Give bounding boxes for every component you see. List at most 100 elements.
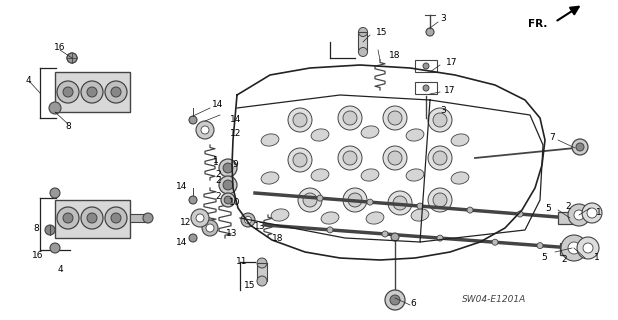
Text: 12: 12 [180, 218, 192, 227]
Ellipse shape [271, 209, 289, 221]
Circle shape [245, 217, 252, 223]
Text: 3: 3 [440, 106, 446, 115]
Circle shape [50, 243, 60, 253]
Ellipse shape [451, 134, 469, 146]
Text: 13: 13 [226, 228, 238, 237]
Circle shape [293, 113, 307, 127]
Text: 1: 1 [594, 253, 600, 262]
Circle shape [87, 213, 97, 223]
Circle shape [317, 195, 323, 201]
Circle shape [517, 211, 523, 217]
Circle shape [383, 106, 407, 130]
Circle shape [393, 196, 407, 210]
Circle shape [45, 225, 55, 235]
Circle shape [388, 111, 402, 125]
Circle shape [587, 208, 597, 218]
Circle shape [81, 207, 103, 229]
Text: 14: 14 [176, 181, 188, 190]
Circle shape [223, 180, 233, 190]
Circle shape [428, 146, 452, 170]
Circle shape [338, 146, 362, 170]
Ellipse shape [261, 172, 279, 184]
Circle shape [568, 204, 590, 226]
Circle shape [433, 113, 447, 127]
Text: 15: 15 [244, 281, 256, 290]
Circle shape [383, 146, 407, 170]
Text: 16: 16 [32, 251, 44, 260]
Circle shape [574, 210, 584, 220]
Text: 2: 2 [565, 202, 571, 211]
Circle shape [189, 196, 197, 204]
Circle shape [257, 258, 267, 268]
Circle shape [257, 276, 267, 286]
Circle shape [49, 102, 61, 114]
Circle shape [358, 28, 368, 36]
Circle shape [437, 235, 443, 241]
Circle shape [105, 81, 127, 103]
Circle shape [467, 207, 473, 213]
Bar [55, 200, 130, 238]
Circle shape [327, 227, 333, 233]
Circle shape [202, 220, 218, 236]
Circle shape [433, 151, 447, 165]
Circle shape [221, 193, 235, 207]
Circle shape [298, 188, 322, 212]
Circle shape [224, 196, 232, 204]
Circle shape [196, 121, 214, 139]
Circle shape [382, 231, 388, 237]
Bar [560, 243, 576, 255]
Circle shape [196, 214, 204, 222]
Circle shape [423, 85, 429, 91]
Circle shape [303, 193, 317, 207]
Text: 18: 18 [273, 234, 284, 243]
Text: 3: 3 [440, 13, 446, 22]
Text: 1: 1 [596, 207, 602, 217]
Circle shape [338, 106, 362, 130]
Text: 10: 10 [229, 197, 241, 206]
Circle shape [582, 203, 602, 223]
Circle shape [572, 139, 588, 155]
Circle shape [426, 28, 434, 36]
Text: 8: 8 [65, 122, 71, 131]
Circle shape [390, 295, 400, 305]
Circle shape [63, 87, 73, 97]
Circle shape [343, 111, 357, 125]
Circle shape [288, 148, 312, 172]
Text: 15: 15 [376, 28, 387, 36]
Circle shape [143, 213, 153, 223]
Circle shape [343, 151, 357, 165]
Ellipse shape [311, 129, 329, 141]
Circle shape [67, 53, 77, 63]
Circle shape [568, 242, 580, 254]
Circle shape [391, 233, 399, 241]
Text: 2: 2 [561, 255, 567, 265]
Circle shape [219, 176, 237, 194]
Circle shape [87, 87, 97, 97]
Circle shape [358, 47, 368, 57]
Bar [415, 82, 437, 94]
Circle shape [105, 207, 127, 229]
Ellipse shape [361, 126, 379, 138]
Circle shape [189, 116, 197, 124]
Text: 14: 14 [231, 115, 242, 124]
Text: 11: 11 [236, 258, 248, 267]
Circle shape [417, 203, 423, 209]
Ellipse shape [406, 169, 424, 181]
Circle shape [201, 126, 209, 134]
Circle shape [111, 87, 121, 97]
Ellipse shape [411, 209, 429, 221]
Circle shape [388, 191, 412, 215]
Ellipse shape [406, 129, 424, 141]
Ellipse shape [261, 134, 279, 146]
Circle shape [223, 163, 233, 173]
Circle shape [206, 224, 214, 232]
Text: 9: 9 [232, 159, 238, 169]
Text: 17: 17 [446, 58, 458, 67]
Circle shape [189, 234, 197, 242]
Bar [358, 32, 368, 52]
Ellipse shape [366, 212, 384, 224]
Circle shape [367, 199, 373, 205]
Circle shape [577, 237, 599, 259]
Text: 14: 14 [213, 100, 224, 108]
Circle shape [57, 207, 79, 229]
